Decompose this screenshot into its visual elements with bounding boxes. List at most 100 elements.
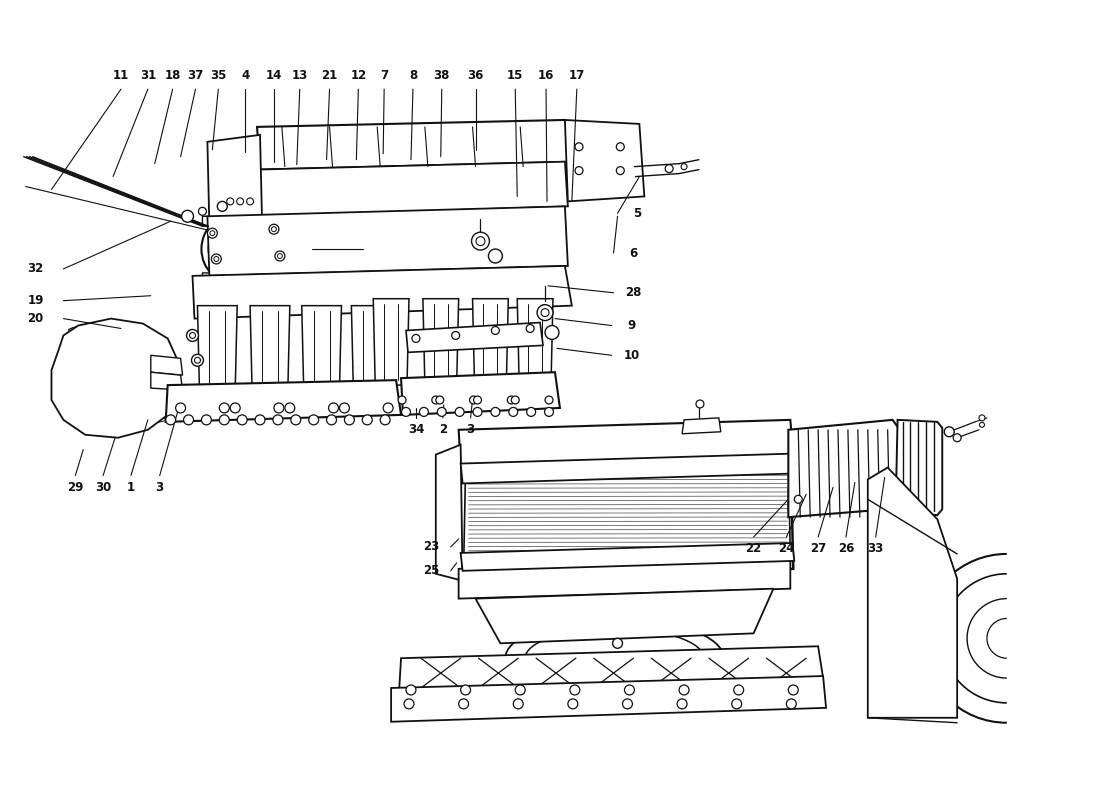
Polygon shape: [459, 420, 793, 465]
Text: 2: 2: [439, 423, 447, 436]
Text: 5: 5: [634, 207, 641, 220]
Circle shape: [327, 415, 337, 425]
Circle shape: [570, 685, 580, 695]
Polygon shape: [422, 298, 459, 385]
Polygon shape: [789, 420, 905, 517]
Circle shape: [526, 325, 535, 333]
Circle shape: [613, 638, 623, 648]
Circle shape: [195, 358, 200, 363]
Circle shape: [219, 415, 229, 425]
Circle shape: [285, 403, 295, 413]
Text: 28: 28: [625, 286, 641, 299]
Circle shape: [219, 403, 229, 413]
Circle shape: [473, 407, 482, 416]
Polygon shape: [257, 120, 575, 170]
Circle shape: [512, 396, 519, 404]
Circle shape: [492, 326, 499, 334]
Polygon shape: [52, 318, 177, 438]
Circle shape: [527, 407, 536, 416]
Circle shape: [575, 166, 583, 174]
Polygon shape: [208, 135, 262, 226]
Text: 27: 27: [810, 542, 826, 555]
Polygon shape: [565, 120, 645, 202]
Circle shape: [461, 685, 471, 695]
Circle shape: [616, 142, 625, 150]
Circle shape: [459, 699, 469, 709]
Circle shape: [270, 224, 279, 234]
Text: 37: 37: [187, 69, 204, 82]
Circle shape: [491, 407, 499, 416]
Circle shape: [201, 415, 211, 425]
Circle shape: [515, 685, 525, 695]
Text: 8: 8: [409, 69, 417, 82]
Circle shape: [625, 685, 635, 695]
Text: 33: 33: [868, 542, 883, 555]
Circle shape: [666, 165, 673, 173]
Circle shape: [230, 403, 240, 413]
Polygon shape: [257, 162, 568, 216]
Polygon shape: [459, 445, 793, 581]
Circle shape: [198, 207, 207, 215]
Polygon shape: [789, 487, 808, 511]
Circle shape: [406, 685, 416, 695]
Circle shape: [208, 228, 218, 238]
Circle shape: [218, 202, 228, 211]
Text: 26: 26: [838, 542, 854, 555]
Circle shape: [398, 396, 406, 404]
Circle shape: [432, 396, 440, 404]
Circle shape: [696, 400, 704, 408]
Circle shape: [568, 699, 578, 709]
Polygon shape: [351, 306, 392, 390]
Text: 23: 23: [422, 541, 439, 554]
Text: 1: 1: [126, 481, 135, 494]
Polygon shape: [192, 266, 572, 318]
Circle shape: [623, 699, 632, 709]
Circle shape: [438, 407, 447, 416]
Text: 29: 29: [67, 481, 84, 494]
Text: 16: 16: [538, 69, 554, 82]
Circle shape: [544, 407, 553, 416]
Circle shape: [236, 198, 243, 205]
Circle shape: [182, 210, 194, 222]
Circle shape: [340, 403, 350, 413]
Polygon shape: [202, 273, 277, 283]
Circle shape: [329, 403, 339, 413]
Polygon shape: [459, 559, 790, 598]
Text: 25: 25: [422, 564, 439, 578]
Circle shape: [786, 699, 796, 709]
Circle shape: [344, 415, 354, 425]
Circle shape: [789, 685, 799, 695]
Polygon shape: [463, 458, 790, 569]
Text: 13: 13: [292, 69, 308, 82]
Text: 9: 9: [627, 319, 636, 332]
Circle shape: [166, 415, 176, 425]
Circle shape: [272, 226, 276, 232]
Circle shape: [678, 699, 688, 709]
Polygon shape: [151, 355, 183, 375]
Circle shape: [455, 407, 464, 416]
Polygon shape: [373, 298, 409, 385]
Circle shape: [472, 232, 490, 250]
Circle shape: [255, 415, 265, 425]
Circle shape: [191, 354, 204, 366]
Circle shape: [436, 396, 443, 404]
Circle shape: [544, 326, 559, 339]
Circle shape: [544, 396, 553, 404]
Polygon shape: [208, 206, 568, 276]
Circle shape: [616, 166, 625, 174]
Text: 21: 21: [321, 69, 338, 82]
Circle shape: [213, 257, 219, 262]
Circle shape: [273, 415, 283, 425]
Text: 24: 24: [778, 542, 794, 555]
Circle shape: [979, 415, 984, 421]
Text: 12: 12: [350, 69, 366, 82]
Text: 35: 35: [210, 69, 227, 82]
Circle shape: [309, 415, 319, 425]
Text: 3: 3: [156, 481, 164, 494]
Circle shape: [575, 142, 583, 150]
Text: 22: 22: [746, 542, 761, 555]
Circle shape: [979, 422, 984, 427]
Circle shape: [412, 334, 420, 342]
Text: 4: 4: [241, 69, 250, 82]
Circle shape: [488, 249, 503, 263]
